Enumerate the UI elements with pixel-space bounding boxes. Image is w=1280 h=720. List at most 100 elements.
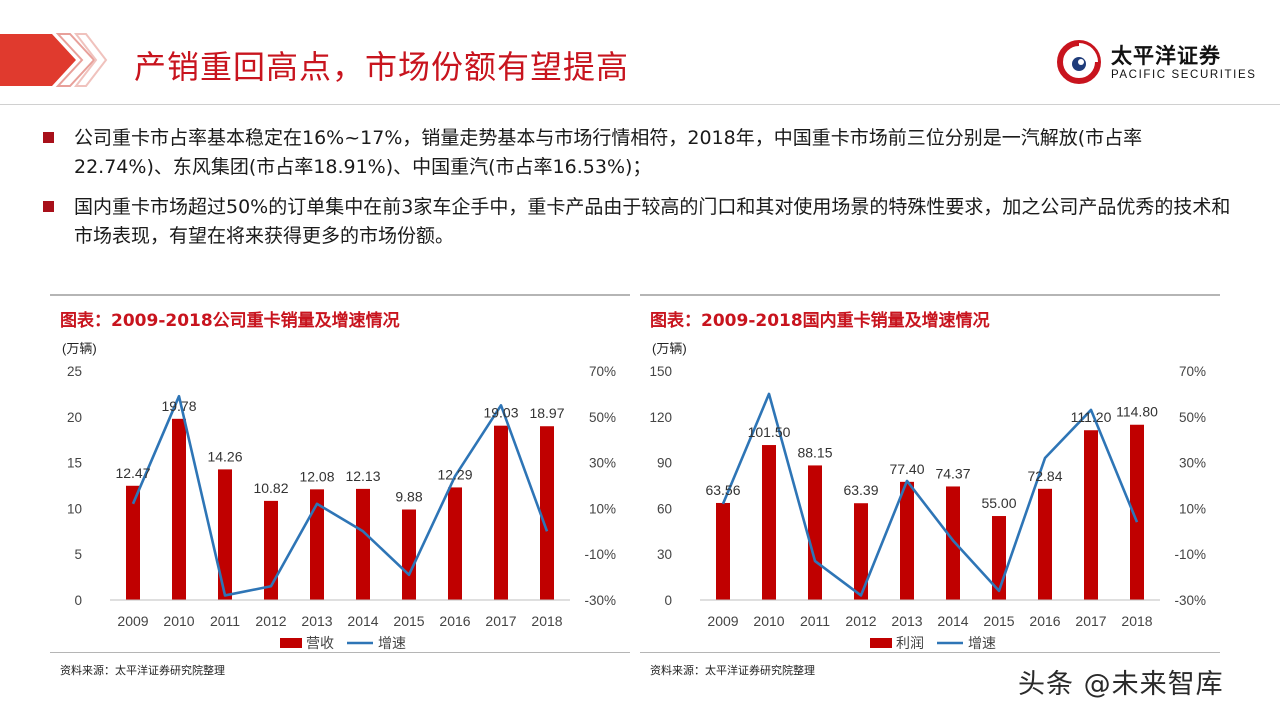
- y-axis-unit-label: (万辆): [62, 341, 97, 356]
- header-divider: [0, 104, 1280, 105]
- y-left-tick-label: 0: [74, 593, 82, 608]
- bar-value-label: 111.20: [1071, 409, 1112, 425]
- legend-line-label: 增速: [378, 635, 406, 650]
- chart-bar: [264, 500, 278, 600]
- bullet-marker: [43, 132, 54, 143]
- growth-line: [131, 394, 549, 597]
- y-axis-unit-label: (万辆): [652, 341, 687, 356]
- x-tick-label: 2012: [845, 613, 876, 629]
- logo-english-name: PACIFIC SECURITIES: [1111, 69, 1257, 81]
- chart-panel-domestic: 图表：2009-2018国内重卡销量及增速情况 (万辆) 0 30 60 90 120 15…: [640, 294, 1220, 686]
- legend-line-label: 增速: [968, 635, 996, 650]
- x-tick-label: 2015: [393, 613, 424, 629]
- x-tick-label: 2016: [439, 613, 470, 629]
- y-left-tick-label: 60: [657, 501, 672, 516]
- y-right-tick-label: -10%: [1174, 547, 1206, 562]
- bar-value-label: 12.13: [345, 468, 380, 484]
- bar-value-label: 55.00: [981, 495, 1016, 511]
- chart-title: 图表：2009-2018国内重卡销量及增速情况: [650, 311, 990, 331]
- bar-value-label: 18.97: [529, 405, 564, 421]
- y-right-tick-label: 10%: [1179, 501, 1206, 516]
- y-left-tick-label: 120: [649, 410, 672, 425]
- chart-bar: [172, 418, 186, 600]
- y-right-tick-label: 10%: [589, 501, 616, 516]
- bar-value-label: 74.37: [935, 465, 970, 481]
- bar-value-label: 12.29: [437, 466, 472, 482]
- bar-value-label: 63.56: [705, 482, 740, 498]
- bullet-list: 公司重卡市占率基本稳定在16%~17%，销量走势基本与市场行情相符，2018年，…: [40, 124, 1240, 262]
- chart-bar: [808, 465, 822, 600]
- watermark-text: 头条 @未来智库: [1018, 669, 1224, 700]
- panel-bottom-rule: [50, 652, 630, 653]
- chart-bar: [356, 488, 370, 600]
- panel-top-rule: [640, 294, 1220, 296]
- bullet-text: 公司重卡市占率基本稳定在16%~17%，销量走势基本与市场行情相符，2018年，…: [74, 127, 1143, 178]
- x-tick-label: 2012: [255, 613, 286, 629]
- chart-domestic-sales: (万辆) 0 30 60 90 120 150 -30% -10% 10% 30% 50% 70% 200…: [649, 341, 1206, 650]
- chart-bar: [494, 425, 508, 600]
- x-tick-label: 2016: [1029, 613, 1060, 629]
- chart-bar: [946, 486, 960, 600]
- bullet-text: 国内重卡市场超过50%的订单集中在前3家车企手中，重卡产品由于较高的门口和其对使…: [74, 196, 1231, 247]
- chart-bar: [854, 503, 868, 600]
- chart-legend: 营收 增速: [280, 635, 406, 650]
- chart-bar: [448, 487, 462, 600]
- y-left-tick-label: 20: [67, 410, 82, 425]
- company-logo: 太平洋证券 PACIFIC SECURITIES: [1055, 38, 1255, 88]
- chart-bar: [126, 485, 140, 600]
- chart-company-sales: (万辆) 0 5 10 15 20 25 -30% -10% 10% 30% 50% 70% 2009 20…: [62, 341, 616, 650]
- y-left-tick-label: 5: [74, 547, 82, 562]
- y-left-tick-label: 90: [657, 456, 672, 471]
- bar-value-label: 12.08: [299, 468, 334, 484]
- page-title: 产销重回高点，市场份额有望提高: [134, 48, 630, 86]
- y-right-tick-label: 30%: [589, 456, 616, 471]
- bar-value-label: 63.39: [843, 482, 878, 498]
- x-tick-label: 2011: [210, 613, 240, 629]
- y-left-tick-label: 15: [67, 456, 82, 471]
- chart-panel-company: 图表：2009-2018公司重卡销量及增速情况 (万辆) 0 5 10 15 20 25 -3…: [50, 294, 630, 686]
- x-tick-label: 2017: [1075, 613, 1106, 629]
- header-chevron-decoration: [0, 33, 108, 87]
- chart-bar: [402, 509, 416, 600]
- y-right-tick-label: -10%: [584, 547, 616, 562]
- y-left-tick-label: 30: [657, 547, 672, 562]
- legend-bar-label: 利润: [896, 635, 924, 650]
- chart-bar: [310, 489, 324, 600]
- x-tick-label: 2013: [891, 613, 922, 629]
- y-right-tick-label: 50%: [1179, 410, 1206, 425]
- x-tick-label: 2014: [347, 613, 378, 629]
- bar-value-label: 14.26: [207, 448, 242, 464]
- bar-value-label: 77.40: [889, 461, 924, 477]
- y-right-tick-label: 30%: [1179, 456, 1206, 471]
- chart-source-note: 资料来源：太平洋证券研究院整理: [650, 664, 815, 677]
- x-tick-label: 2018: [531, 613, 562, 629]
- bar-value-label: 9.88: [395, 488, 422, 504]
- bar-value-label: 19.03: [483, 405, 518, 421]
- x-tick-label: 2010: [163, 613, 194, 629]
- x-tick-label: 2018: [1121, 613, 1152, 629]
- x-tick-label: 2009: [707, 613, 738, 629]
- bullet-item: 国内重卡市场超过50%的订单集中在前3家车企手中，重卡产品由于较高的门口和其对使…: [40, 193, 1240, 251]
- x-tick-label: 2009: [117, 613, 148, 629]
- y-right-tick-label: -30%: [1174, 593, 1206, 608]
- growth-line: [721, 392, 1139, 597]
- y-left-tick-label: 0: [664, 593, 672, 608]
- bullet-item: 公司重卡市占率基本稳定在16%~17%，销量走势基本与市场行情相符，2018年，…: [40, 124, 1240, 182]
- bar-value-label: 12.47: [115, 465, 150, 481]
- chart-bar: [218, 469, 232, 600]
- chart-bar: [1084, 430, 1098, 600]
- bar-value-label: 72.84: [1027, 468, 1062, 484]
- chart-bar: [1038, 488, 1052, 600]
- y-right-tick-label: 50%: [589, 410, 616, 425]
- panel-bottom-rule: [640, 652, 1220, 653]
- x-tick-label: 2010: [753, 613, 784, 629]
- bar-value-label: 114.80: [1116, 404, 1158, 420]
- x-tick-label: 2017: [485, 613, 516, 629]
- legend-bar-label: 营收: [306, 635, 334, 650]
- chart-title: 图表：2009-2018公司重卡销量及增速情况: [60, 311, 400, 331]
- legend-bar-swatch: [870, 638, 892, 648]
- x-tick-label: 2013: [301, 613, 332, 629]
- bullet-marker: [43, 201, 54, 212]
- bar-value-label: 10.82: [253, 480, 288, 496]
- logo-chinese-name: 太平洋证券: [1111, 44, 1221, 68]
